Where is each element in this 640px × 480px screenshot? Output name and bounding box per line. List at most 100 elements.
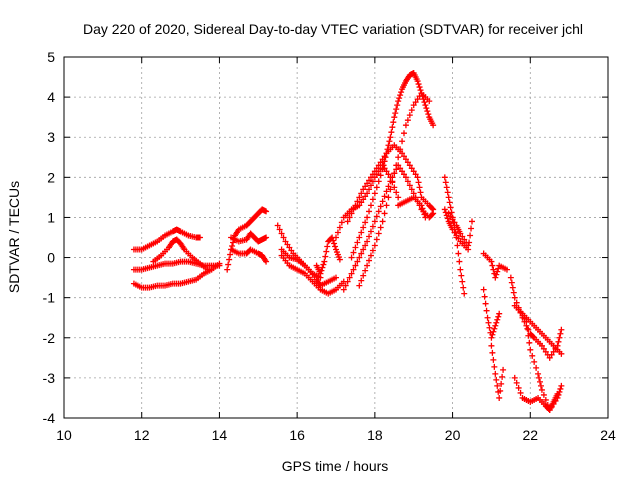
data-point [322, 253, 329, 260]
data-point [414, 96, 421, 103]
data-point [498, 380, 505, 387]
data-point [319, 264, 326, 271]
data-point [280, 234, 287, 241]
data-point [224, 266, 231, 273]
data-point [366, 177, 373, 184]
data-point [490, 266, 497, 273]
data-point [557, 330, 564, 337]
data-point [408, 186, 415, 193]
data-point [422, 102, 429, 109]
data-point [367, 202, 374, 209]
data-point [443, 184, 450, 191]
data-point [412, 99, 419, 106]
data-point [558, 326, 565, 333]
data-point [538, 342, 545, 349]
series-track-x [507, 274, 565, 361]
data-point [557, 385, 564, 392]
data-point [379, 162, 386, 169]
data-point [488, 334, 495, 341]
data-point [503, 266, 510, 273]
data-point [369, 247, 376, 254]
data-point [419, 205, 426, 212]
data-point [225, 261, 232, 268]
data-point [461, 290, 468, 297]
data-point [381, 165, 388, 172]
data-point [391, 170, 398, 177]
data-point [390, 119, 397, 126]
data-point [429, 211, 436, 218]
data-point [383, 150, 390, 157]
data-point [388, 129, 395, 136]
data-point [414, 174, 421, 181]
data-point [375, 168, 382, 175]
x-tick-label: 20 [445, 427, 461, 443]
data-point [375, 230, 382, 237]
data-point [342, 282, 349, 289]
data-point [414, 78, 421, 85]
data-point [460, 284, 467, 291]
data-point [395, 98, 402, 105]
data-point [423, 105, 430, 112]
data-point [449, 216, 456, 223]
x-tick-label: 24 [600, 427, 616, 443]
data-point [540, 345, 547, 352]
x-axis-label: GPS time / hours [282, 458, 389, 474]
data-point [340, 286, 347, 293]
data-point [321, 258, 328, 265]
data-point [382, 154, 389, 161]
data-point [468, 225, 475, 232]
data-point [484, 314, 491, 321]
y-tick-label: 0 [47, 250, 55, 266]
data-point [350, 249, 357, 256]
data-point [494, 382, 501, 389]
data-point [552, 397, 559, 404]
series-track-k [313, 234, 343, 277]
data-point [489, 349, 496, 356]
data-point [509, 284, 516, 291]
data-point [386, 138, 393, 145]
data-point [491, 363, 498, 370]
data-point [385, 171, 392, 178]
data-point [383, 202, 390, 209]
data-point [346, 214, 353, 221]
series-track-s [441, 206, 475, 253]
data-point [362, 219, 369, 226]
data-point [546, 406, 553, 413]
data-point [536, 374, 543, 381]
data-point [397, 165, 404, 172]
data-point [429, 205, 436, 212]
data-point [366, 186, 373, 193]
data-point [513, 379, 520, 386]
series-track-o [356, 90, 433, 289]
data-point [425, 111, 432, 118]
y-tick-label: 4 [47, 89, 55, 105]
data-point [371, 218, 378, 225]
x-tick-label: 22 [522, 427, 538, 443]
data-point [360, 196, 367, 203]
data-point [397, 146, 404, 153]
data-point [454, 242, 461, 249]
data-point [455, 235, 462, 242]
y-tick-label: 3 [47, 129, 55, 145]
data-point [558, 350, 565, 357]
data-point [461, 236, 468, 243]
data-point [397, 92, 404, 99]
series-track-a [130, 226, 203, 253]
data-point [381, 153, 388, 160]
data-point [387, 134, 394, 141]
data-point [401, 130, 407, 137]
data-point [459, 233, 466, 240]
data-point [318, 267, 325, 274]
data-point [421, 211, 428, 218]
data-point [488, 342, 495, 349]
data-point [426, 98, 433, 105]
data-point [542, 348, 549, 355]
data-point [344, 278, 351, 285]
data-point [525, 332, 532, 339]
data-point [371, 242, 378, 249]
data-point [348, 270, 355, 277]
data-point [485, 319, 492, 326]
series-track-u [480, 250, 510, 281]
data-point [453, 232, 460, 239]
data-point [377, 224, 384, 231]
